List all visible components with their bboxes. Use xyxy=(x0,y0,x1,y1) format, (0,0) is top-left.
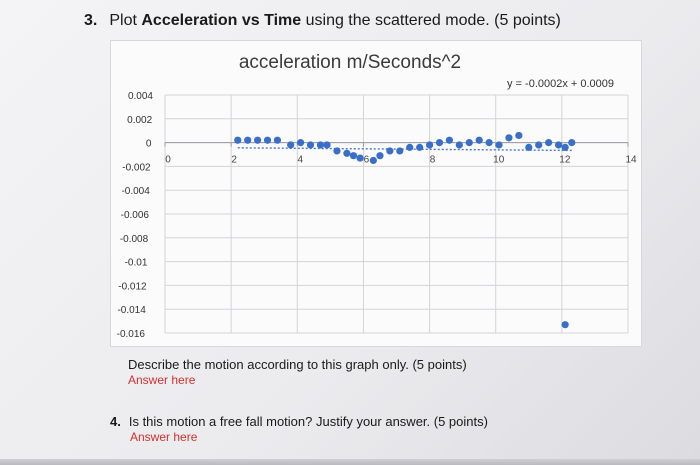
data-point xyxy=(406,143,414,151)
question-3-bold: Acceleration vs Time xyxy=(141,12,302,29)
y-tick-label: -0.014 xyxy=(117,305,146,316)
data-point xyxy=(568,139,576,147)
data-point xyxy=(425,141,434,149)
y-tick-label: -0.006 xyxy=(121,210,150,221)
data-point xyxy=(561,321,569,329)
data-point xyxy=(254,136,262,144)
data-point xyxy=(356,154,364,162)
answer-field-1[interactable]: Answer here xyxy=(128,373,196,387)
bottom-edge xyxy=(0,459,700,465)
question-4-heading: 4. Is this motion a free fall motion? Jus… xyxy=(110,414,488,429)
data-point xyxy=(306,141,315,149)
question-4-number: 4. xyxy=(110,414,121,429)
x-tick-label: 0 xyxy=(165,155,171,166)
answer-field-2[interactable]: Answer here xyxy=(130,430,198,444)
data-point xyxy=(495,141,503,149)
question-4-text: Is this motion a free fall motion? Justi… xyxy=(128,414,488,429)
y-axis-tick-labels: 0.004 0.002 0 -0.002 -0.004 -0.006 -0.008 -0.01… xyxy=(117,91,154,340)
data-point xyxy=(287,141,295,149)
trendline-equation: y = -0.0002x + 0.0009 xyxy=(507,78,615,90)
data-point xyxy=(561,143,569,151)
data-point xyxy=(234,136,242,144)
data-point xyxy=(369,156,377,165)
data-point xyxy=(296,139,305,147)
data-point xyxy=(535,141,543,149)
data-point xyxy=(263,136,272,144)
data-point xyxy=(323,141,331,149)
chart-gridlines xyxy=(164,94,629,334)
y-tick-label: 0 xyxy=(146,139,152,150)
data-point xyxy=(343,149,351,157)
y-tick-label: 0.004 xyxy=(128,91,153,102)
y-tick-label: -0.008 xyxy=(120,234,149,245)
data-point xyxy=(545,139,553,147)
data-point xyxy=(465,139,473,147)
describe-prompt: Describe the motion according to this gr… xyxy=(128,357,467,372)
y-tick-label: -0.004 xyxy=(121,186,150,197)
data-point xyxy=(316,141,325,149)
x-tick-label: 2 xyxy=(231,155,237,166)
y-tick-label: -0.002 xyxy=(122,162,151,173)
trendline-group xyxy=(237,147,572,152)
data-point xyxy=(515,131,523,140)
data-point xyxy=(349,152,358,160)
data-point xyxy=(416,143,424,151)
data-point xyxy=(273,136,282,144)
trendline xyxy=(237,147,572,152)
data-point xyxy=(386,147,394,155)
data-points xyxy=(234,131,576,329)
data-point xyxy=(455,141,463,149)
chart-title: acceleration m/Seconds^2 xyxy=(238,52,462,73)
y-tick-label: -0.01 xyxy=(125,258,148,269)
data-point xyxy=(485,139,493,147)
chart-area[interactable] xyxy=(110,40,642,347)
data-point xyxy=(525,143,533,151)
data-point xyxy=(376,152,384,160)
data-point xyxy=(244,136,252,144)
x-axis-tick-labels: 0 2 4 6 8 10 12 14 xyxy=(165,155,637,166)
data-point xyxy=(554,141,563,149)
x-tick-label: 10 xyxy=(493,155,505,166)
x-tick-label: 14 xyxy=(625,155,637,166)
question-3-lead: Plot xyxy=(109,12,137,29)
x-tick-label: 6 xyxy=(364,155,370,166)
data-point xyxy=(333,147,341,155)
y-tick-label: -0.012 xyxy=(118,281,147,292)
question-3-heading: 3. Plot Acceleration vs Time using the sc… xyxy=(84,12,561,30)
data-point xyxy=(445,136,454,144)
x-tick-label: 12 xyxy=(559,155,571,166)
x-tick-label: 8 xyxy=(430,155,436,166)
data-point xyxy=(396,147,404,155)
x-tick-label: 4 xyxy=(298,155,304,166)
data-point xyxy=(475,136,483,144)
y-tick-label: 0.002 xyxy=(127,115,152,126)
question-3-number: 3. xyxy=(84,12,98,29)
data-point xyxy=(505,134,513,142)
y-tick-label: -0.016 xyxy=(117,329,146,340)
data-point xyxy=(435,139,444,147)
question-3-rest: using the scattered mode. (5 points) xyxy=(305,12,561,29)
